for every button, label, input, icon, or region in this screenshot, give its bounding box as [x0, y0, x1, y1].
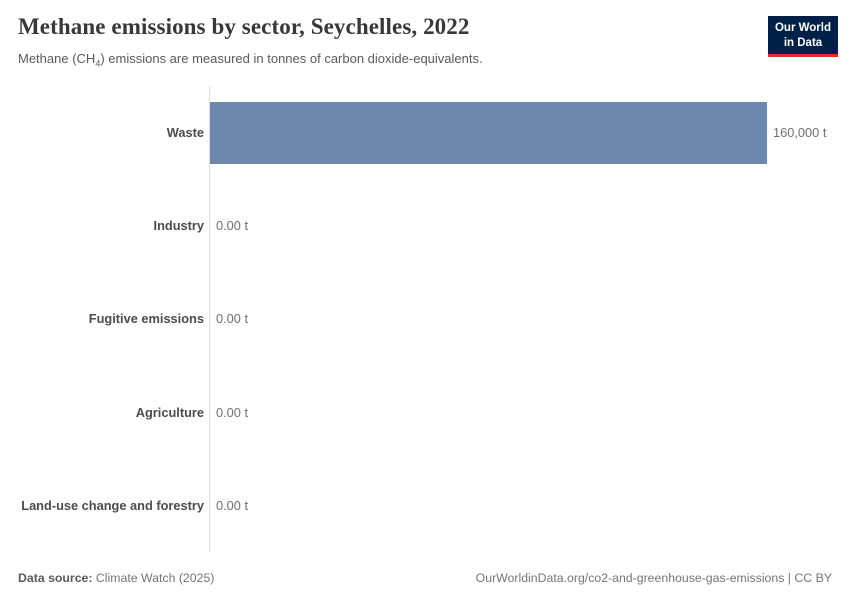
category-label: Industry: [153, 218, 204, 234]
chart-row: Waste 160,000 t: [0, 86, 850, 179]
value-label: 160,000 t: [773, 125, 827, 141]
value-label: 0.00 t: [216, 497, 249, 513]
category-label: Agriculture: [135, 404, 204, 420]
subtitle-text-cont: ) emissions are measured in tonnes of ca…: [100, 51, 483, 66]
y-axis-line: [209, 86, 210, 552]
subtitle-text: Methane (CH: [18, 51, 96, 66]
chart-title: Methane emissions by sector, Seychelles,…: [18, 14, 470, 39]
chart-row: Industry 0.00 t: [0, 179, 850, 272]
logo-line-2: in Data: [783, 36, 823, 49]
bar[interactable]: [210, 101, 767, 164]
category-label: Fugitive emissions: [88, 311, 204, 327]
subtitle-subscript: 4: [95, 58, 101, 69]
chart-footer: Data source: Climate Watch (2025) OurWor…: [18, 571, 832, 585]
value-label: 0.00 t: [216, 311, 249, 327]
data-source-value[interactable]: Climate Watch (2025): [95, 571, 215, 585]
chart-rows: Waste 160,000 t Industry 0.00 t Fugitive…: [0, 86, 850, 552]
value-label: 0.00 t: [216, 404, 249, 420]
bar-area: 0.00 t: [210, 311, 850, 326]
bar-area: 0.00 t: [210, 405, 850, 420]
data-source: Data source: Climate Watch (2025): [18, 571, 214, 585]
value-label: 0.00 t: [216, 218, 249, 234]
logo-line-1: Our World: [774, 22, 831, 34]
chart-row: Agriculture 0.00 t: [0, 366, 850, 459]
data-source-label: Data source:: [18, 571, 93, 585]
bar-chart: Waste 160,000 t Industry 0.00 t Fugitive…: [0, 86, 850, 552]
footer-license-link[interactable]: OurWorldinData.org/co2-and-greenhouse-ga…: [475, 571, 832, 585]
category-label: Land-use change and forestry: [21, 497, 204, 513]
bar-area: 0.00 t: [210, 218, 850, 233]
category-label: Waste: [166, 125, 204, 141]
chart-subtitle: Methane (CH4) emissions are measured in …: [18, 51, 483, 69]
chart-row: Land-use change and forestry 0.00 t: [0, 459, 850, 552]
bar-area: 160,000 t: [210, 101, 850, 164]
owid-logo[interactable]: Our World in Data: [768, 16, 838, 58]
chart-row: Fugitive emissions 0.00 t: [0, 272, 850, 365]
bar-area: 0.00 t: [210, 498, 850, 513]
